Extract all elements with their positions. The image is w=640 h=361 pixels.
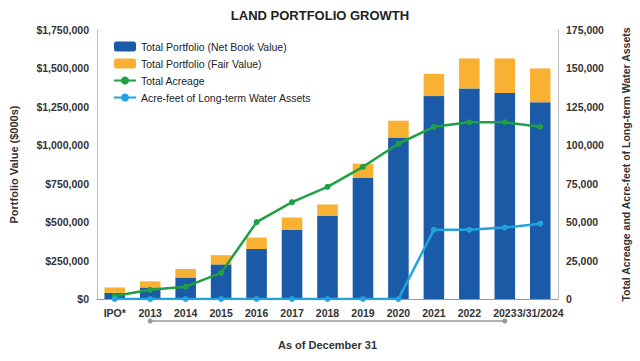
svg-text:125,000: 125,000 <box>566 101 604 113</box>
svg-text:$0: $0 <box>77 293 89 305</box>
svg-text:2023: 2023 <box>493 307 517 319</box>
svg-text:175,000: 175,000 <box>566 24 604 36</box>
svg-text:$250,000: $250,000 <box>45 255 89 267</box>
svg-text:$500,000: $500,000 <box>45 216 89 228</box>
svg-text:$750,000: $750,000 <box>45 178 89 190</box>
svg-text:Total Portfolio (Fair Value): Total Portfolio (Fair Value) <box>141 58 262 70</box>
svg-text:Total Portfolio (Net Book Valu: Total Portfolio (Net Book Value) <box>141 41 287 53</box>
svg-text:75,000: 75,000 <box>566 178 598 190</box>
svg-text:LAND PORTFOLIO GROWTH: LAND PORTFOLIO GROWTH <box>231 8 409 23</box>
svg-text:Total Acreage: Total Acreage <box>141 75 205 87</box>
svg-text:Total Acreage and Acre-feet of: Total Acreage and Acre-feet of Long-term… <box>620 27 632 301</box>
svg-text:2022: 2022 <box>458 307 482 319</box>
svg-text:Portfolio Value ($000s): Portfolio Value ($000s) <box>8 105 20 223</box>
svg-text:2017: 2017 <box>280 307 304 319</box>
svg-text:2020: 2020 <box>387 307 411 319</box>
svg-text:2016: 2016 <box>245 307 269 319</box>
svg-text:100,000: 100,000 <box>566 139 604 151</box>
svg-text:2018: 2018 <box>316 307 340 319</box>
svg-text:$1,000,000: $1,000,000 <box>36 139 89 151</box>
svg-text:2013: 2013 <box>139 307 163 319</box>
svg-text:0: 0 <box>566 293 572 305</box>
svg-text:2019: 2019 <box>351 307 375 319</box>
svg-text:150,000: 150,000 <box>566 62 604 74</box>
svg-text:Acre-feet of Long-term Water A: Acre-feet of Long-term Water Assets <box>141 92 310 104</box>
svg-text:$1,500,000: $1,500,000 <box>36 62 89 74</box>
svg-text:IPO*: IPO* <box>104 307 127 319</box>
svg-text:50,000: 50,000 <box>566 216 598 228</box>
svg-text:25,000: 25,000 <box>566 255 598 267</box>
svg-text:$1,750,000: $1,750,000 <box>36 24 89 36</box>
svg-text:As of December 31: As of December 31 <box>278 339 377 351</box>
svg-text:$1,250,000: $1,250,000 <box>36 101 89 113</box>
svg-text:3/31/2024: 3/31/2024 <box>517 307 564 319</box>
svg-text:2014: 2014 <box>174 307 198 319</box>
svg-text:2015: 2015 <box>209 307 233 319</box>
svg-text:2021: 2021 <box>422 307 446 319</box>
